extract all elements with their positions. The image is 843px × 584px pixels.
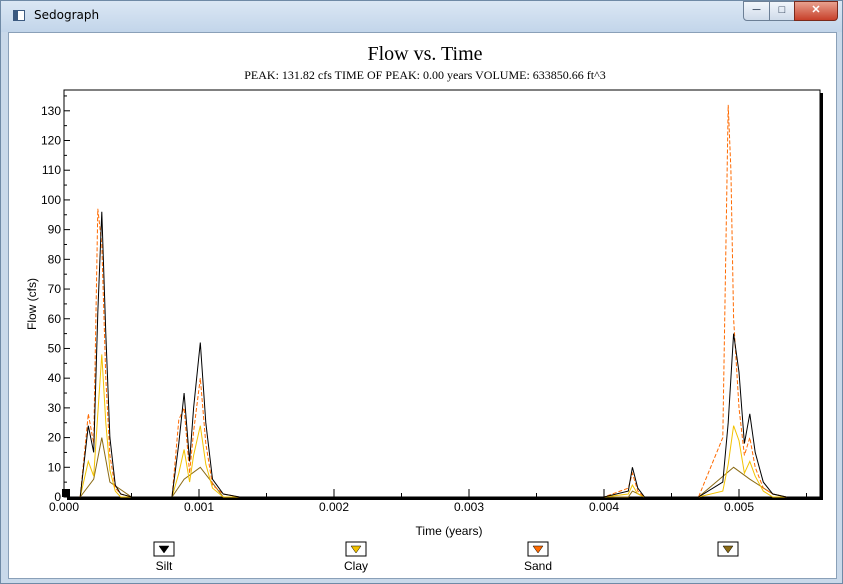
- minimize-icon: ─: [752, 4, 761, 16]
- origin-marker: [62, 489, 70, 497]
- legend-item-sand: Sand: [524, 541, 552, 573]
- legend-item-clay: Clay: [344, 541, 368, 573]
- y-tick-label: 80: [48, 252, 62, 266]
- y-tick-label: 120: [41, 134, 61, 148]
- x-tick-label: 0.005: [724, 500, 754, 514]
- flow-vs-time-chart: Flow vs. Time PEAK: 131.82 cfs TIME OF P…: [25, 43, 823, 573]
- triangle-down-icon: [722, 545, 734, 554]
- x-tick-label: 0.002: [319, 500, 349, 514]
- close-button[interactable]: ✕: [794, 1, 838, 21]
- y-tick-label: 20: [48, 431, 62, 445]
- triangle-down-icon: [158, 545, 170, 554]
- legend-item-unnamed: [717, 541, 739, 557]
- legend-label: Clay: [344, 559, 368, 573]
- maximize-icon: □: [778, 4, 786, 16]
- series-line-clay: [79, 354, 787, 498]
- legend-label: Sand: [524, 559, 552, 573]
- minimize-button[interactable]: ─: [743, 1, 770, 21]
- app-window-icon: [13, 10, 25, 21]
- chart-subtitle: PEAK: 131.82 cfs TIME OF PEAK: 0.00 year…: [244, 68, 606, 82]
- title-bar[interactable]: Sedograph ─ □ ✕: [1, 1, 842, 32]
- chart-title: Flow vs. Time: [367, 43, 482, 65]
- x-tick-label: 0.000: [49, 500, 79, 514]
- y-tick-label: 0: [54, 490, 61, 504]
- y-axis-label: Flow (cfs): [25, 278, 39, 330]
- plot-border: [63, 89, 821, 498]
- y-tick-label: 130: [41, 104, 61, 118]
- chart-area: Flow vs. Time PEAK: 131.82 cfs TIME OF P…: [8, 32, 837, 579]
- y-tick-label: 100: [41, 193, 61, 207]
- x-tick-label: 0.001: [184, 500, 214, 514]
- maximize-button[interactable]: □: [769, 1, 795, 21]
- y-tick-label: 90: [48, 223, 62, 237]
- y-tick-label: 40: [48, 371, 62, 385]
- legend-item-silt: Silt: [153, 541, 175, 573]
- triangle-down-icon: [532, 545, 544, 554]
- y-tick-label: 70: [48, 282, 62, 296]
- x-tick-label: 0.004: [589, 500, 619, 514]
- y-tick-label: 50: [48, 341, 62, 355]
- x-tick-label: 0.003: [454, 500, 484, 514]
- y-tick-label: 110: [42, 163, 61, 177]
- close-icon: ✕: [811, 4, 821, 16]
- y-tick-label: 30: [48, 401, 62, 415]
- y-tick-label: 10: [48, 460, 62, 474]
- legend-label: Silt: [156, 559, 173, 573]
- y-tick-label: 60: [48, 312, 62, 326]
- window-title: Sedograph: [34, 8, 100, 22]
- triangle-down-icon: [350, 545, 362, 554]
- series-line-silt: [79, 211, 787, 498]
- x-axis-label: Time (years): [416, 524, 483, 538]
